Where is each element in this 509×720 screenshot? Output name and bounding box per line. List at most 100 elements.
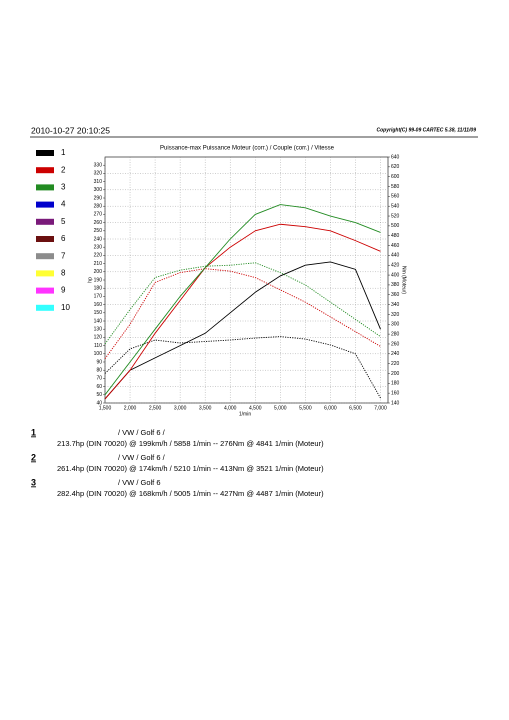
legend-swatch bbox=[36, 253, 54, 260]
x-tick-label: 4,500 bbox=[249, 405, 262, 411]
y-tick-label: 290 bbox=[94, 195, 103, 201]
y2-tick-label: 420 bbox=[391, 263, 400, 269]
y2-tick-label: 320 bbox=[391, 312, 400, 318]
y2-tick-label: 620 bbox=[391, 164, 400, 170]
timestamp: 2010-10-27 20:10:25 bbox=[31, 125, 110, 135]
result-id: 3 bbox=[31, 477, 36, 487]
y-tick-label: 210 bbox=[94, 261, 103, 267]
torque-line bbox=[104, 336, 381, 399]
x-tick-label: 3,000 bbox=[174, 405, 187, 411]
y-tick-label: 320 bbox=[94, 171, 103, 177]
y2-tick-label: 540 bbox=[391, 204, 400, 210]
y-tick-label: 50 bbox=[96, 392, 102, 398]
result-id: 2 bbox=[31, 452, 36, 462]
x-tick-label: 3,500 bbox=[199, 405, 212, 411]
y-tick-label: 230 bbox=[94, 245, 103, 251]
y-tick-label: 80 bbox=[96, 368, 102, 374]
y2-tick-label: 440 bbox=[391, 253, 400, 259]
legend-swatch bbox=[36, 184, 54, 191]
y2-tick-label: 380 bbox=[391, 282, 400, 288]
y2-tick-label: 640 bbox=[391, 154, 400, 160]
legend-label: 5 bbox=[61, 217, 66, 226]
y-tick-label: 60 bbox=[96, 384, 102, 390]
x-tick-label: 1,500 bbox=[99, 405, 112, 411]
y-tick-label: 70 bbox=[96, 376, 102, 382]
y2-tick-label: 360 bbox=[391, 292, 400, 298]
x-axis-label: 1/min bbox=[239, 411, 251, 417]
copyright: Copyright(C) 99-09 CARTEC 5.38, 11/11/09 bbox=[377, 127, 477, 133]
y-tick-label: 220 bbox=[94, 253, 103, 259]
power-line bbox=[104, 261, 381, 400]
chart-title: Puissance-max Puissance Moteur (corr.) /… bbox=[160, 146, 335, 152]
x-tick-label: 2,500 bbox=[149, 405, 162, 411]
result-detail: 282.4hp (DIN 70020) @ 168km/h / 5005 1/m… bbox=[57, 489, 324, 498]
y2-tick-label: 580 bbox=[391, 184, 400, 190]
y-tick-label: 250 bbox=[94, 228, 103, 234]
y2-tick-label: 140 bbox=[391, 400, 400, 406]
x-tick-label: 6,500 bbox=[349, 405, 362, 411]
y-tick-label: 330 bbox=[94, 163, 103, 169]
legend-swatch bbox=[36, 167, 54, 174]
legend-label: 6 bbox=[61, 234, 66, 243]
y-tick-label: 190 bbox=[94, 277, 103, 283]
power-line bbox=[104, 204, 381, 396]
y-tick-label: 310 bbox=[94, 179, 103, 185]
legend-label: 1 bbox=[61, 148, 66, 157]
y-tick-label: 150 bbox=[94, 310, 103, 316]
y2-tick-label: 400 bbox=[391, 272, 400, 278]
legend-label: 2 bbox=[61, 165, 66, 174]
y2-tick-label: 560 bbox=[391, 194, 400, 200]
y2-tick-label: 220 bbox=[391, 361, 400, 367]
y-tick-label: 110 bbox=[94, 343, 102, 349]
y-tick-label: 300 bbox=[94, 187, 103, 193]
y2-tick-label: 520 bbox=[391, 213, 400, 219]
y-tick-label: 240 bbox=[94, 236, 103, 242]
legend-label: 9 bbox=[61, 286, 66, 295]
x-tick-label: 6,000 bbox=[324, 405, 337, 411]
y-tick-label: 130 bbox=[94, 327, 103, 333]
y2-tick-label: 480 bbox=[391, 233, 400, 239]
result-id: 1 bbox=[31, 427, 36, 437]
legend-swatch bbox=[36, 270, 54, 277]
y2-tick-label: 300 bbox=[391, 322, 400, 328]
legend-swatch bbox=[36, 218, 54, 225]
result-detail: 261.4hp (DIN 70020) @ 174km/h / 5210 1/m… bbox=[57, 464, 324, 473]
y-tick-label: 160 bbox=[94, 302, 103, 308]
y-tick-label: 270 bbox=[94, 212, 103, 218]
result-detail: 213.7hp (DIN 70020) @ 199km/h / 5858 1/m… bbox=[57, 439, 324, 448]
y-tick-label: 260 bbox=[94, 220, 103, 226]
torque-line bbox=[104, 268, 381, 359]
x-tick-label: 5,500 bbox=[299, 405, 312, 411]
y2-tick-label: 200 bbox=[391, 371, 400, 377]
y2-tick-label: 240 bbox=[391, 351, 400, 357]
y2-tick-label: 340 bbox=[391, 302, 400, 308]
legend-label: 3 bbox=[61, 183, 66, 192]
legend-swatch bbox=[36, 304, 54, 311]
power-line bbox=[104, 223, 381, 400]
y-tick-label: 170 bbox=[94, 294, 103, 300]
y-tick-label: 100 bbox=[94, 351, 103, 357]
y2-tick-label: 280 bbox=[391, 331, 400, 337]
y2-tick-label: 160 bbox=[391, 390, 400, 396]
legend-swatch bbox=[36, 150, 54, 156]
result-vehicle: / VW / Golf 6 / bbox=[118, 428, 166, 437]
legend-label: 7 bbox=[61, 251, 66, 260]
legend-label: 10 bbox=[61, 303, 70, 312]
y2-tick-label: 180 bbox=[391, 381, 400, 387]
x-tick-label: 7,000 bbox=[374, 405, 387, 411]
y-tick-label: 120 bbox=[94, 335, 103, 341]
x-tick-label: 4,000 bbox=[224, 405, 237, 411]
y-axis-label: hp bbox=[87, 277, 93, 283]
y2-axis-label: Nm (Moteur) bbox=[401, 266, 407, 294]
legend-label: 4 bbox=[61, 200, 66, 209]
y2-tick-label: 600 bbox=[391, 174, 400, 180]
y-tick-label: 90 bbox=[96, 359, 102, 365]
y2-tick-label: 260 bbox=[391, 341, 400, 347]
legend-label: 8 bbox=[61, 269, 66, 278]
y-tick-label: 140 bbox=[94, 318, 103, 324]
legend-swatch bbox=[36, 287, 54, 294]
result-vehicle: / VW / Golf 6 bbox=[118, 478, 161, 487]
y-tick-label: 40 bbox=[96, 400, 102, 406]
